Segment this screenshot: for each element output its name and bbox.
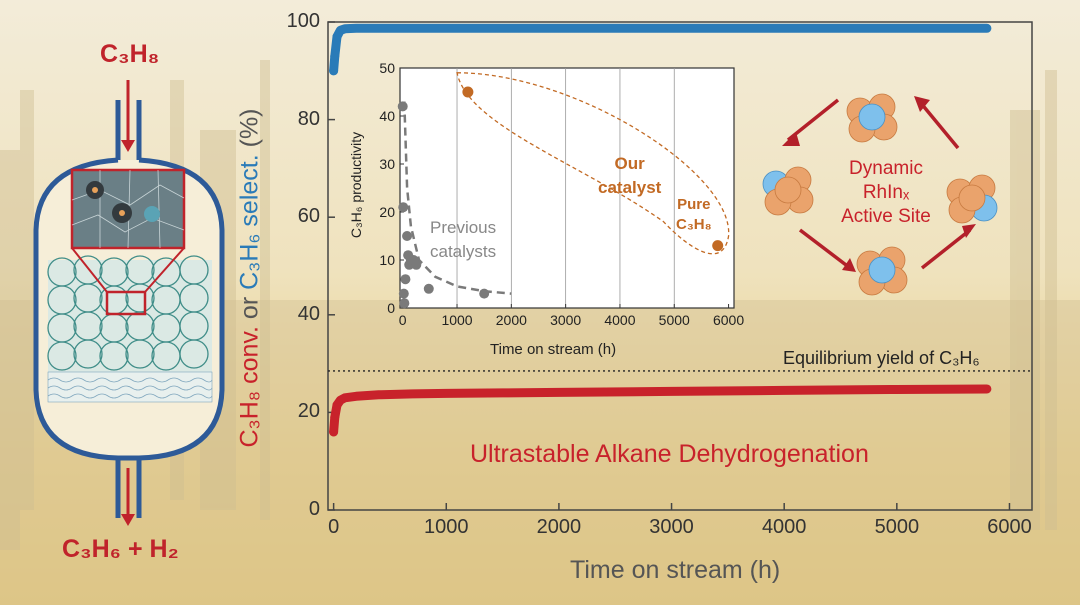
active-site-line-1: Dynamic — [849, 158, 923, 179]
main-x-axis-title: Time on stream (h) — [570, 556, 781, 584]
selectivity-point — [332, 32, 342, 42]
main-chart-frame — [327, 21, 1033, 511]
rh-atom — [858, 103, 886, 131]
main-y-tick-label: 80 — [297, 107, 320, 130]
equilibrium-yield-label: Equilibrium yield of C₃H₆ — [783, 348, 980, 368]
in-atom — [774, 176, 802, 204]
cycle-arrow-line — [798, 228, 852, 270]
inset-y-tick-label: 30 — [379, 156, 395, 172]
previous-catalyst-point — [397, 101, 408, 112]
inset-plot-frame — [399, 67, 735, 309]
inset-y-tick-label: 20 — [379, 204, 395, 220]
main-chart-series — [329, 23, 992, 437]
in-atom — [958, 184, 986, 212]
active-site-label: Dynamic RhInₓ Active Site — [826, 157, 946, 229]
previous-catalyst-point — [400, 274, 411, 285]
previous-line-1: Previous — [430, 218, 497, 237]
y-title-unit: (%) — [235, 108, 264, 155]
previous-catalysts-label: Previous catalysts — [430, 216, 496, 264]
cycle-arrow-head — [842, 258, 856, 272]
main-y-tick-label: 60 — [297, 205, 320, 228]
our-catalyst-point — [462, 86, 474, 98]
inset-y-tick-label: 40 — [379, 108, 395, 124]
main-x-tick-label: 3000 — [649, 516, 694, 538]
reactor-inlet-label: C₃H₈ — [100, 40, 160, 68]
y-title-or: or — [235, 289, 264, 327]
pure-feed-label: Pure C₃H₈ — [676, 195, 712, 235]
inset-y-axis-title: C₃H₆ productivity — [348, 131, 364, 239]
inset-x-tick-label: 5000 — [658, 312, 690, 328]
conversion-point — [330, 412, 340, 422]
selectivity-point — [329, 66, 339, 76]
selectivity-series-line — [329, 23, 992, 76]
cycle-arrow-head — [782, 132, 800, 146]
rhin-cluster-right — [946, 174, 998, 224]
inset-x-tick-label: 1000 — [441, 312, 473, 328]
y-title-conversion: C₃H₈ conv. — [235, 326, 264, 448]
previous-catalyst-point — [399, 298, 410, 309]
main-x-tick-label: 1000 — [424, 516, 469, 538]
main-x-tick-label: 5000 — [874, 516, 920, 538]
main-y-tick-label: 20 — [297, 400, 320, 423]
main-y-tick-label: 40 — [297, 302, 320, 325]
previous-catalyst-point — [402, 231, 413, 241]
cycle-arrow-head — [962, 224, 976, 238]
main-plot-frame — [327, 21, 1033, 511]
inset-x-tick-label: 0 — [398, 312, 407, 328]
main-y-axis-title: C₃H₈ conv. or C₃H₆ select. (%) — [236, 108, 265, 447]
rhin-cluster-top — [846, 93, 898, 143]
main-y-tick-label: 100 — [286, 10, 320, 32]
conversion-series-line — [329, 384, 992, 437]
previous-catalyst-point — [398, 202, 409, 213]
main-x-tick-label: 4000 — [761, 516, 807, 538]
cycle-arrow-line — [920, 228, 972, 270]
y-title-selectivity: C₃H₆ select. — [235, 154, 264, 290]
inset-y-tick-label: 0 — [387, 300, 395, 316]
inset-x-axis-title: Time on stream (h) — [490, 341, 617, 358]
active-site-line-3: Active Site — [841, 206, 931, 227]
rh-atom — [868, 256, 896, 284]
inset-y-tick-label: 50 — [379, 60, 395, 76]
our-catalyst-point — [712, 240, 724, 252]
our-catalyst-enclosure — [456, 72, 730, 255]
inset-chart — [397, 67, 735, 309]
cycle-arrow-line — [918, 100, 960, 150]
cycle-arrow-head — [914, 96, 930, 112]
rhin-active-site-cycle — [762, 93, 998, 296]
main-x-tick-label: 0 — [328, 516, 340, 538]
previous-catalyst-point — [423, 283, 434, 294]
pure-feed-line-1: Pure — [677, 196, 711, 213]
rhin-cluster-left — [762, 166, 814, 216]
inset-x-tick-label: 6000 — [712, 312, 745, 328]
previous-trend-curve — [403, 101, 512, 295]
chart-headline: Ultrastable Alkane Dehydrogenation — [470, 440, 869, 468]
inset-x-tick-label: 3000 — [550, 312, 582, 328]
selectivity-point — [330, 51, 340, 61]
previous-catalyst-point — [479, 288, 490, 299]
conversion-point — [332, 400, 342, 410]
conversion-point — [329, 427, 339, 437]
pure-feed-line-2: C₃H₈ — [676, 216, 712, 233]
rhin-cluster-bottom — [856, 246, 908, 296]
main-y-tick-label: 0 — [308, 498, 320, 520]
reactor-outlet-label: C₃H₆ + H₂ — [62, 535, 179, 563]
previous-line-2: catalysts — [430, 242, 497, 261]
active-site-line-2: RhInₓ — [862, 182, 910, 203]
our-catalyst-line-1: Our — [614, 154, 645, 173]
inset-x-tick-label: 4000 — [604, 312, 636, 328]
main-x-tick-label: 6000 — [987, 516, 1032, 538]
main-x-tick-label: 2000 — [536, 516, 582, 538]
inset-y-tick-label: 10 — [379, 252, 395, 268]
inset-x-tick-label: 2000 — [495, 312, 527, 328]
previous-catalyst-point — [398, 288, 409, 299]
our-catalyst-label: Our catalyst — [598, 152, 661, 200]
our-catalyst-line-2: catalyst — [598, 178, 662, 197]
previous-catalyst-point — [411, 259, 422, 270]
